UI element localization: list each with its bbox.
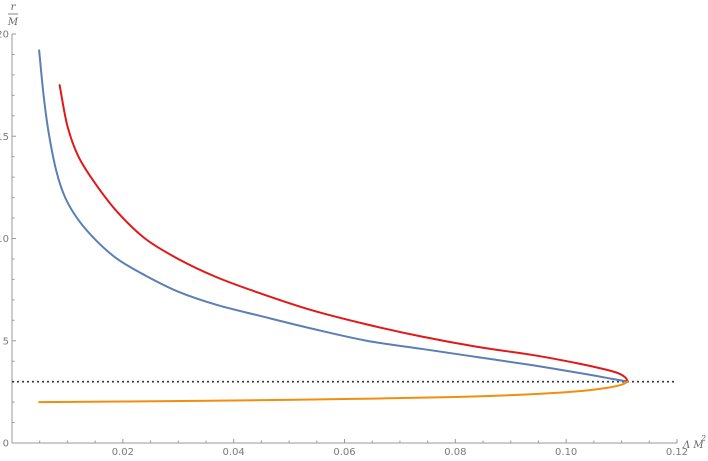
y-axis-title: r M: [7, 2, 19, 28]
x-axis-title: Λ M 2: [682, 434, 706, 451]
series-line-red: [58, 84, 629, 383]
y-tick-label: 5: [3, 336, 9, 347]
x-tick-label: 0.08: [444, 447, 466, 458]
x-axis-title-text: Λ M: [682, 440, 704, 451]
y-ticks: 0 5 10 15 20: [0, 30, 16, 450]
y-tick-label: 20: [0, 30, 9, 41]
series-line-blue: [38, 49, 629, 383]
y-tick-label: 15: [0, 132, 9, 143]
x-tick-label: 0.04: [223, 447, 245, 458]
x-tick-label: 0.10: [555, 447, 577, 458]
x-tick-label: 0.06: [333, 447, 355, 458]
y-tick-label: 0: [3, 439, 9, 450]
y-tick-label: 10: [0, 234, 9, 245]
series-line-orange: [38, 380, 629, 404]
series-group: [38, 49, 629, 404]
y-axis-title-denominator: M: [7, 17, 19, 28]
x-axis-title-superscript: 2: [700, 434, 706, 443]
x-tick-label: 0.02: [112, 447, 134, 458]
x-ticks: 0.02 0.04 0.06 0.08 0.10 0.12: [39, 439, 688, 458]
y-axis-title-numerator: r: [11, 2, 17, 13]
x-tick-label: 0.12: [666, 447, 688, 458]
